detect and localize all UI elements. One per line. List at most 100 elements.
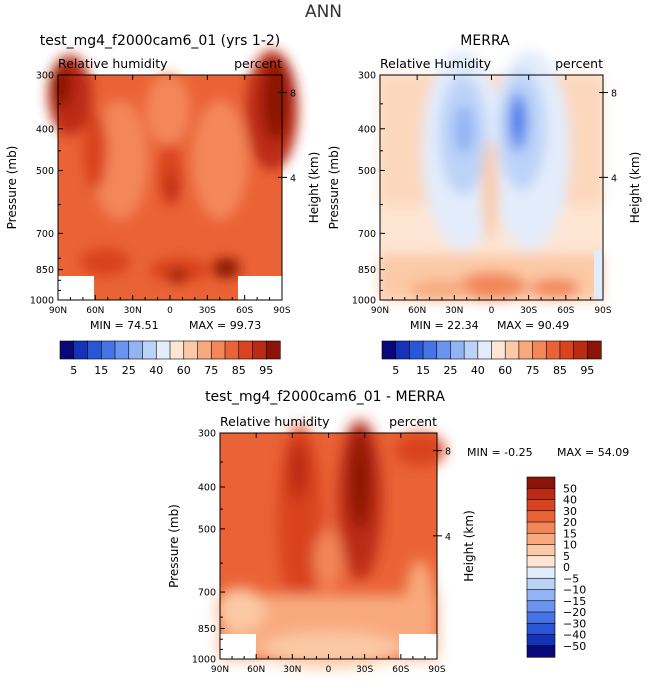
diff-colorbar-swatch <box>526 555 556 568</box>
diff-colorbar-swatch <box>526 566 556 579</box>
diff-panel-title: test_mg4_f2000cam6_01 - MERRA <box>205 389 445 405</box>
obs-subtitle-left: Relative Humidity <box>380 56 492 71</box>
obs-colorbar-swatch <box>491 340 506 360</box>
obs-colorbar-swatch <box>381 340 397 360</box>
obs-xtick-label: 60S <box>557 306 574 316</box>
diff-min-label: MIN = -0.25 <box>467 446 533 459</box>
obs-colorbar-label: 40 <box>471 364 485 377</box>
obs-subtitle-right: percent <box>555 56 603 71</box>
obs-y2label: Height (km) <box>628 152 642 223</box>
diff-xtick-label: 90N <box>211 665 229 675</box>
obs-colorbar-label: 85 <box>553 364 567 377</box>
obs-xtick-label: 30S <box>520 306 537 316</box>
diff-colorbar-label: −40 <box>563 629 586 642</box>
test-y2label: Height (km) <box>307 152 321 223</box>
diff-colorbar-label: −5 <box>563 572 579 585</box>
test-colorbar-swatch <box>142 340 157 360</box>
obs-colorbar-label: 5 <box>392 364 399 377</box>
test-colorbar-swatch <box>155 340 171 360</box>
diff-colorbar-swatch <box>526 487 556 501</box>
test-xtick-label: 0 <box>167 306 173 316</box>
test-ytick-label: 1000 <box>30 296 54 307</box>
diff-xtick-label: 60S <box>392 665 409 675</box>
obs-ytick-label: 500 <box>358 166 376 177</box>
obs-colorbar-swatch <box>518 340 534 360</box>
diff-colorbar-label: −10 <box>563 584 586 597</box>
obs-xtick-label: 30N <box>445 306 463 316</box>
test-subtitle-left: Relative humidity <box>58 56 168 71</box>
diff-ytick-label: 300 <box>198 429 216 440</box>
test-colorbar-swatch <box>238 340 254 360</box>
obs-colorbar-swatch <box>559 340 575 360</box>
diff-ytick-label: 500 <box>198 524 216 535</box>
diff-colorbar-label: 5 <box>563 550 570 563</box>
test-colorbar-label: 5 <box>70 364 77 377</box>
obs-ytick-label: 850 <box>358 265 376 276</box>
obs-xtick-label: 0 <box>489 306 495 316</box>
test-colorbar-swatch <box>210 340 226 360</box>
obs-panel <box>379 50 604 301</box>
test-subtitle-right: percent <box>234 56 282 71</box>
test-colorbar-label: 25 <box>122 364 136 377</box>
obs-ylabel: Pressure (mb) <box>327 146 341 230</box>
test-colorbar-swatch <box>169 340 185 360</box>
obs-y2tick-label: 8 <box>611 89 617 100</box>
test-colorbar-swatch <box>265 340 281 360</box>
diff-colorbar-swatch <box>526 577 556 591</box>
test-colorbar-swatch <box>100 340 116 360</box>
diff-xtick-label: 30N <box>283 665 301 675</box>
obs-field-contours <box>380 50 603 300</box>
test-colorbar-label: 85 <box>232 364 246 377</box>
obs-y2tick-label: 4 <box>611 173 617 184</box>
test-xtick-label: 90S <box>273 306 290 316</box>
diff-y2tick-label: 4 <box>445 532 451 543</box>
test-colorbar-swatch <box>252 340 267 360</box>
obs-colorbar-label: 95 <box>580 364 594 377</box>
test-min-label: MIN = 74.51 <box>90 319 159 332</box>
test-colorbar-swatch <box>114 340 130 360</box>
obs-min-label: MIN = 22.34 <box>410 319 479 332</box>
diff-y2tick-label: 8 <box>445 447 451 458</box>
obs-ytick-label: 400 <box>358 124 376 135</box>
obs-colorbar-swatch <box>573 340 588 360</box>
obs-colorbar-swatch <box>545 340 561 360</box>
diff-colorbar-swatch <box>526 499 556 512</box>
obs-colorbar-swatch <box>587 340 602 360</box>
test-colorbar-swatch <box>128 340 144 360</box>
test-ytick-label: 700 <box>36 229 54 240</box>
diff-ytick-label: 700 <box>198 588 216 599</box>
test-xtick-label: 30S <box>199 306 216 316</box>
test-colorbar-label: 75 <box>204 364 218 377</box>
diff-colorbar-swatch <box>526 521 556 534</box>
diff-colorbar-label: 30 <box>563 505 577 518</box>
obs-xtick-label: 90N <box>371 306 389 316</box>
test-colorbar-swatch <box>73 340 89 360</box>
test-ytick-label: 400 <box>36 124 54 135</box>
diff-ylabel: Pressure (mb) <box>167 504 181 588</box>
test-ytick-label: 500 <box>36 166 54 177</box>
test-colorbar-swatch <box>87 340 102 360</box>
diff-y2label: Height (km) <box>462 510 476 581</box>
diff-ytick-label: 1000 <box>192 655 216 666</box>
diff-colorbar-label: −20 <box>563 606 586 619</box>
diff-panel <box>215 420 445 668</box>
obs-ytick-label: 700 <box>358 229 376 240</box>
diff-xtick-label: 60N <box>247 665 265 675</box>
obs-colorbar-label: 15 <box>416 364 430 377</box>
test-xtick-label: 90N <box>49 306 67 316</box>
test-panel <box>48 50 298 301</box>
diff-colorbar-label: 20 <box>563 516 577 529</box>
diff-xtick-label: 0 <box>326 665 332 675</box>
diff-colorbar-swatch <box>526 532 556 546</box>
diff-colorbar-swatch <box>526 589 556 602</box>
test-xtick-label: 60N <box>86 306 104 316</box>
obs-colorbar-swatch <box>463 340 479 360</box>
obs-colorbar-label: 60 <box>498 364 512 377</box>
obs-max-label: MAX = 90.49 <box>497 319 569 332</box>
obs-colorbar-swatch <box>422 340 438 360</box>
diff-colorbar-swatch <box>526 510 556 523</box>
test-colorbar-label: 15 <box>94 364 108 377</box>
diff-xtick-label: 30S <box>356 665 373 675</box>
diff-colorbar-label: 50 <box>563 482 577 495</box>
obs-colorbar-swatch <box>477 340 493 360</box>
